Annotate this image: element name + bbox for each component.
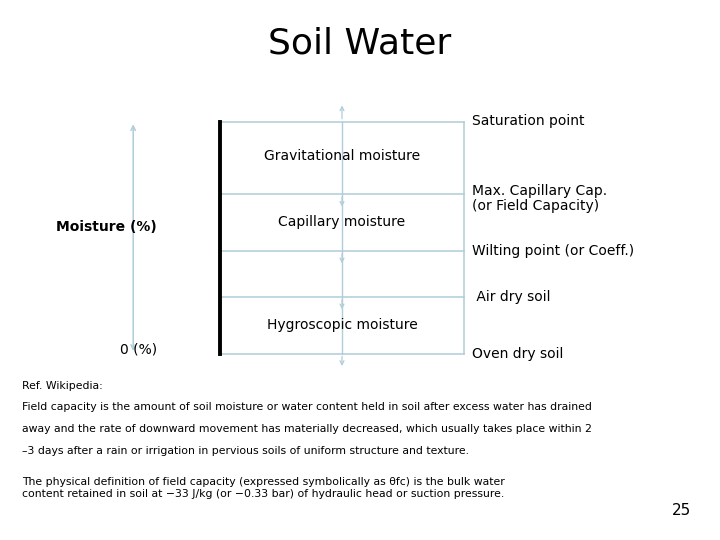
Text: 0 (%): 0 (%) [120, 343, 157, 357]
Text: away and the rate of downward movement has materially decreased, which usually t: away and the rate of downward movement h… [22, 424, 591, 434]
Text: The physical definition of field capacity (expressed symbolically as θfc) is the: The physical definition of field capacit… [22, 477, 504, 487]
Text: Saturation point: Saturation point [472, 114, 584, 129]
Text: Gravitational moisture: Gravitational moisture [264, 148, 420, 163]
Text: Oven dry soil: Oven dry soil [472, 347, 563, 361]
Text: Wilting point (or Coeff.): Wilting point (or Coeff.) [472, 244, 634, 258]
Text: Soil Water: Soil Water [269, 26, 451, 60]
Text: Max. Capillary Cap.: Max. Capillary Cap. [472, 184, 607, 198]
Text: Moisture (%): Moisture (%) [56, 220, 157, 234]
Text: Ref. Wikipedia:: Ref. Wikipedia: [22, 381, 102, 391]
Text: (or Field Capacity): (or Field Capacity) [472, 199, 599, 213]
Text: Capillary moisture: Capillary moisture [279, 215, 405, 230]
Text: Field capacity is the amount of soil moisture or water content held in soil afte: Field capacity is the amount of soil moi… [22, 402, 591, 413]
Text: Air dry soil: Air dry soil [472, 290, 550, 304]
Text: –3 days after a rain or irrigation in pervious soils of uniform structure and te: –3 days after a rain or irrigation in pe… [22, 446, 469, 456]
Text: content retained in soil at −33 J/kg (or −0.33 bar) of hydraulic head or suction: content retained in soil at −33 J/kg (or… [22, 489, 504, 499]
Text: Hygroscopic moisture: Hygroscopic moisture [266, 318, 418, 332]
Text: 25: 25 [672, 503, 691, 518]
